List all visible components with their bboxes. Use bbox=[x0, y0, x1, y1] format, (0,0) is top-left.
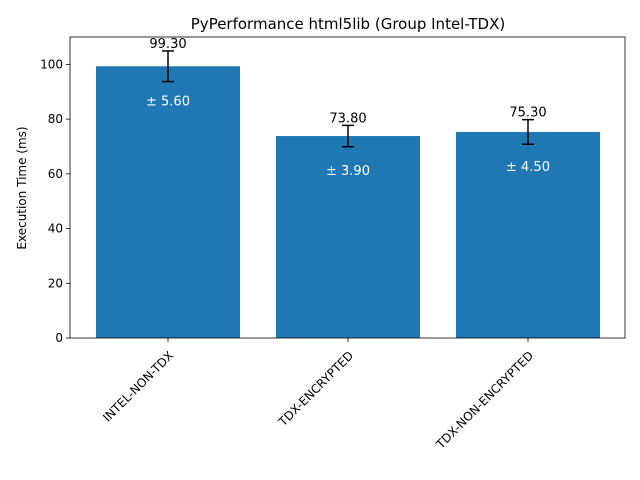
plot-frame bbox=[69, 36, 626, 339]
y-tick-label-4: 80 bbox=[48, 112, 63, 126]
bar-1 bbox=[276, 136, 420, 338]
x-tick-label-0: INTEL-NON-TDX bbox=[100, 348, 176, 424]
error-label-1: ± 3.90 bbox=[326, 164, 370, 179]
error-label-0: ± 5.60 bbox=[146, 94, 190, 109]
x-tick-label-2: TDX-NON-ENCRYPTED bbox=[433, 348, 537, 452]
labels-layer: 99.30 ± 5.60 73.80 ± 3.90 75.30 ± 4.50 bbox=[146, 37, 550, 179]
y-axis-label: Execution Time (ms) bbox=[15, 126, 29, 249]
value-label-0: 99.30 bbox=[149, 37, 186, 52]
value-label-2: 75.30 bbox=[509, 106, 546, 121]
error-bars-layer bbox=[162, 50, 534, 148]
error-label-2: ± 4.50 bbox=[506, 160, 550, 175]
value-label-1: 73.80 bbox=[329, 111, 366, 126]
bar-2 bbox=[456, 131, 600, 338]
y-tick-label-1: 20 bbox=[48, 276, 63, 290]
y-tick-label-3: 60 bbox=[48, 167, 63, 181]
y-tick-label-2: 40 bbox=[48, 222, 63, 236]
y-axis: 0 20 40 60 80 100 bbox=[40, 57, 70, 345]
bars-layer bbox=[96, 66, 600, 339]
bar-0 bbox=[96, 66, 240, 339]
y-tick-label-5: 100 bbox=[40, 57, 63, 71]
y-tick-label-0: 0 bbox=[55, 331, 63, 345]
x-axis: INTEL-NON-TDX TDX-ENCRYPTED TDX-NON-ENCRYP… bbox=[100, 338, 536, 452]
chart-title: PyPerformance html5lib (Group Intel-TDX) bbox=[191, 15, 505, 33]
x-tick-label-1: TDX-ENCRYPTED bbox=[275, 348, 356, 429]
